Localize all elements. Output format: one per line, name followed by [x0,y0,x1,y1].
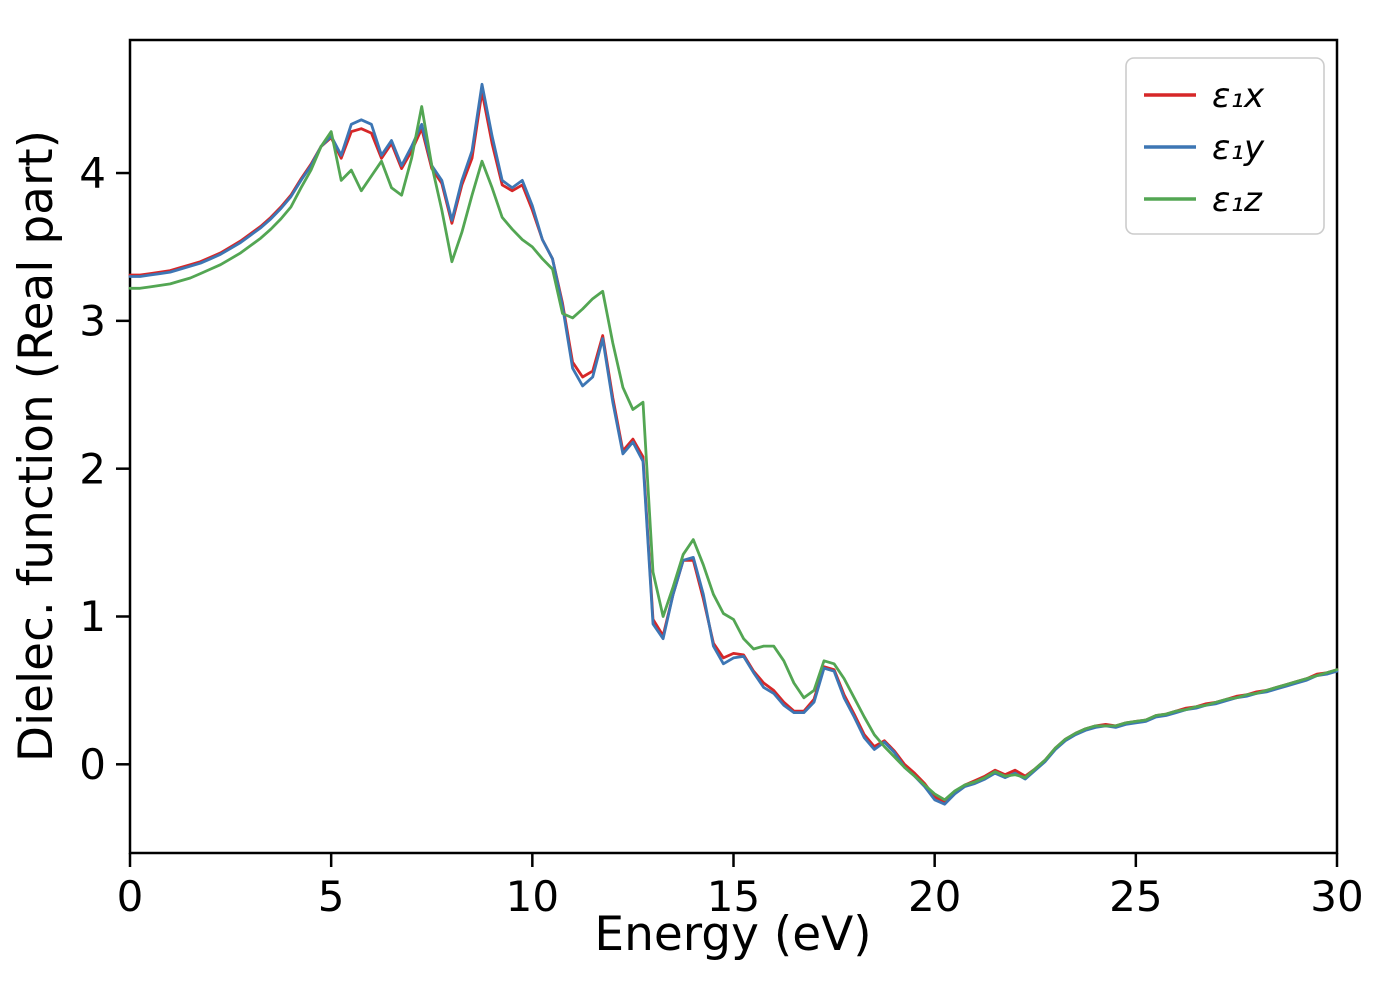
x-tick-label: 20 [908,872,961,921]
legend-label-eps1y: ε₁y [1212,128,1265,168]
x-axis-label: Energy (eV) [594,907,871,962]
legend: ε₁x ε₁y ε₁z [1125,57,1325,235]
x-tick-label: 15 [707,872,760,921]
y-axis-ticks: 0 1 2 3 4 [79,149,130,789]
x-tick-label: 0 [117,872,144,921]
legend-box [1125,57,1325,235]
x-tick-label: 30 [1310,872,1363,921]
y-tick-label: 3 [79,297,106,346]
x-tick-label: 5 [318,872,345,921]
y-tick-label: 4 [79,149,106,198]
x-axis-ticks: 0 5 10 15 20 25 30 [117,853,1364,921]
legend-item-eps1x: ε₁x [1144,76,1265,116]
legend-item-eps1z: ε₁z [1144,180,1263,220]
legend-label-eps1z: ε₁z [1212,180,1263,220]
y-tick-label: 1 [79,592,106,641]
legend-label-eps1x: ε₁x [1212,76,1265,116]
legend-item-eps1y: ε₁y [1144,128,1265,168]
y-tick-label: 0 [79,740,106,789]
y-axis-label: Dielec. function (Real part) [9,130,64,762]
x-tick-label: 10 [506,872,559,921]
series-group [128,82,1339,806]
y-tick-label: 2 [79,444,106,493]
x-tick-label: 25 [1109,872,1162,921]
series-line-eps1z [128,105,1339,802]
